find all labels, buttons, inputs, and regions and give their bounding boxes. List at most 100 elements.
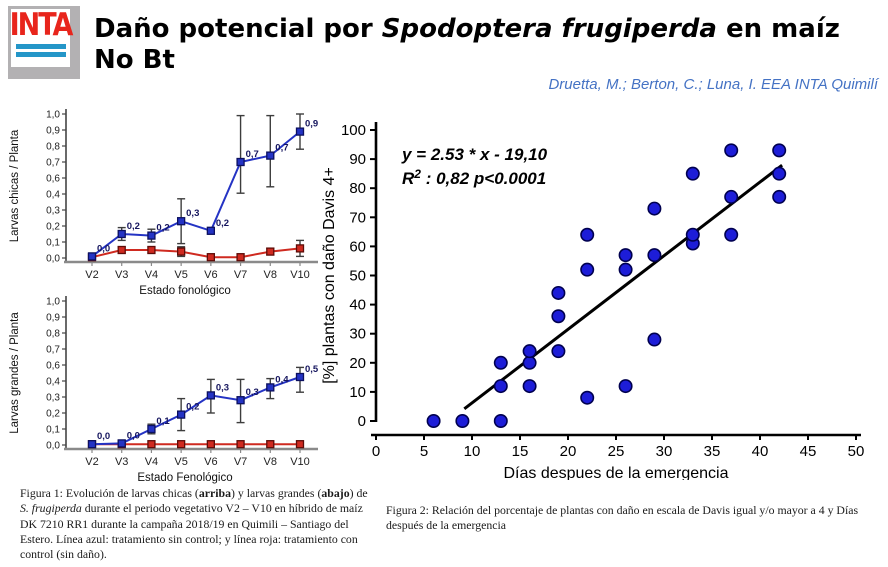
svg-text:0,7: 0,7 bbox=[46, 345, 60, 356]
authors-line: Druetta, M.; Berton, C.; Luna, I. EEA IN… bbox=[548, 76, 878, 93]
svg-text:0,8: 0,8 bbox=[46, 329, 60, 340]
svg-text:90: 90 bbox=[349, 151, 366, 168]
svg-text:0: 0 bbox=[358, 413, 366, 430]
svg-text:1,0: 1,0 bbox=[46, 110, 60, 121]
text-segment: ) y larvas grandes ( bbox=[230, 486, 322, 500]
text-segment: durante el periodo vegetativo V2 – V10 e… bbox=[20, 501, 363, 562]
svg-text:Días despues de la emergencia: Días despues de la emergencia bbox=[503, 465, 728, 480]
svg-text:0,0: 0,0 bbox=[46, 441, 60, 452]
svg-text:50: 50 bbox=[848, 443, 865, 460]
svg-text:Estado fonológico: Estado fonológico bbox=[139, 285, 230, 297]
svg-text:0,3: 0,3 bbox=[46, 206, 60, 217]
svg-text:0,4: 0,4 bbox=[46, 377, 60, 388]
larvas-chicas-chart: 1,0 0,9 0,8 0,7 0,6 0,4 0,3 0,2 0,1 0,0 V2 V3 V4 V5 V6… bbox=[9, 109, 318, 297]
text-segment: Daño potencial por bbox=[94, 14, 382, 44]
svg-text:V7: V7 bbox=[234, 456, 247, 468]
svg-text:35: 35 bbox=[704, 443, 721, 460]
svg-text:70: 70 bbox=[349, 209, 366, 226]
svg-text:5: 5 bbox=[420, 443, 428, 460]
svg-text:0,9: 0,9 bbox=[46, 126, 60, 137]
svg-text:0,1: 0,1 bbox=[46, 238, 60, 249]
larvas-grandes-chart: 1,0 0,9 0,8 0,7 0,6 0,4 0,3 0,2 0,1 0,0 V2 V3 V4 V5 V6… bbox=[9, 296, 319, 484]
text-segment: abajo bbox=[321, 486, 350, 500]
svg-text:V7: V7 bbox=[234, 269, 247, 281]
svg-text:0,3: 0,3 bbox=[246, 387, 259, 398]
inta-logo-panel: INTA bbox=[9, 7, 74, 67]
svg-text:V4: V4 bbox=[145, 269, 158, 281]
svg-text:V2: V2 bbox=[85, 456, 98, 468]
inta-logo: INTA bbox=[8, 6, 80, 79]
svg-text:80: 80 bbox=[349, 180, 366, 197]
svg-text:10: 10 bbox=[464, 443, 481, 460]
svg-text:50: 50 bbox=[349, 268, 366, 285]
svg-text:0,1: 0,1 bbox=[46, 425, 60, 436]
svg-text:1,0: 1,0 bbox=[46, 297, 60, 308]
svg-text:0,9: 0,9 bbox=[46, 313, 60, 324]
svg-text:0,2: 0,2 bbox=[127, 221, 140, 232]
svg-text:20: 20 bbox=[349, 355, 366, 372]
svg-text:0,1: 0,1 bbox=[156, 416, 170, 427]
svg-text:0,0: 0,0 bbox=[46, 254, 60, 265]
svg-text:V8: V8 bbox=[264, 456, 277, 468]
svg-text:V4: V4 bbox=[145, 456, 158, 468]
text-segment: en maíz No Bt bbox=[94, 14, 840, 76]
svg-text:0: 0 bbox=[372, 443, 380, 460]
text-segment: Spodoptera frugiperda bbox=[381, 14, 717, 44]
svg-text:V5: V5 bbox=[174, 269, 187, 281]
inta-logo-stripe bbox=[15, 52, 66, 57]
svg-text:y = 2.53 * x - 19,10: y = 2.53 * x - 19,10 bbox=[401, 145, 548, 164]
text-segment: Figura 1: Evolución de larvas chicas ( bbox=[20, 486, 199, 500]
svg-text:0,6: 0,6 bbox=[46, 174, 60, 185]
svg-text:V2: V2 bbox=[85, 269, 98, 281]
svg-text:0,6: 0,6 bbox=[46, 361, 60, 372]
svg-text:40: 40 bbox=[349, 297, 366, 314]
svg-text:15: 15 bbox=[512, 443, 529, 460]
inta-logo-stripe bbox=[15, 44, 66, 49]
svg-text:0,7: 0,7 bbox=[46, 158, 60, 169]
svg-text:0,0: 0,0 bbox=[97, 243, 110, 254]
svg-text:Larvas chicas / Planta: Larvas chicas / Planta bbox=[9, 129, 21, 242]
davis-regression-scatter-chart: 0 10 20 30 40 50 60 70 80 90 100 0 5 10 15 20 25 30 35 40 45… bbox=[321, 122, 865, 480]
svg-text:V6: V6 bbox=[204, 456, 217, 468]
svg-text:0,0: 0,0 bbox=[97, 431, 110, 442]
svg-text:0,2: 0,2 bbox=[186, 402, 199, 413]
svg-text:0,4: 0,4 bbox=[46, 190, 60, 201]
svg-text:60: 60 bbox=[349, 238, 366, 255]
svg-text:30: 30 bbox=[656, 443, 673, 460]
svg-text:0,2: 0,2 bbox=[216, 218, 229, 229]
svg-text:V5: V5 bbox=[174, 456, 187, 468]
figure-2-caption: Figura 2: Relación del porcentaje de pla… bbox=[386, 503, 878, 534]
svg-text:20: 20 bbox=[560, 443, 577, 460]
svg-text:10: 10 bbox=[349, 384, 366, 401]
svg-text:0,7: 0,7 bbox=[275, 143, 288, 154]
page-title: Daño potencial por Spodoptera frugiperda… bbox=[94, 14, 874, 76]
svg-text:V8: V8 bbox=[264, 269, 277, 281]
svg-text:0,9: 0,9 bbox=[305, 119, 318, 130]
svg-text:0,4: 0,4 bbox=[275, 374, 289, 385]
svg-text:40: 40 bbox=[752, 443, 769, 460]
svg-text:Larvas grandes / Planta: Larvas grandes / Planta bbox=[9, 312, 21, 434]
svg-text:R2 : 0,82 p<0.0001: R2 : 0,82 p<0.0001 bbox=[402, 167, 546, 188]
svg-text:0,8: 0,8 bbox=[46, 142, 60, 153]
text-segment: ) de bbox=[349, 486, 368, 500]
svg-text:0,3: 0,3 bbox=[216, 382, 229, 393]
svg-text:0,3: 0,3 bbox=[186, 208, 199, 219]
text-segment: S. frugiperda bbox=[20, 501, 82, 516]
text-segment: arriba bbox=[198, 486, 231, 500]
svg-text:V3: V3 bbox=[115, 269, 128, 281]
svg-text:100: 100 bbox=[341, 122, 366, 139]
svg-text:Estado Fenológico: Estado Fenológico bbox=[137, 472, 232, 484]
svg-text:25: 25 bbox=[608, 443, 625, 460]
svg-text:0,5: 0,5 bbox=[305, 364, 319, 375]
inta-logo-text: INTA bbox=[9, 7, 74, 44]
svg-text:0,3: 0,3 bbox=[46, 393, 60, 404]
svg-text:0,2: 0,2 bbox=[46, 222, 60, 233]
svg-text:V10: V10 bbox=[290, 456, 310, 468]
svg-text:0,2: 0,2 bbox=[156, 223, 169, 234]
svg-text:V10: V10 bbox=[290, 269, 310, 281]
svg-text:0,7: 0,7 bbox=[246, 149, 259, 160]
figure-1-caption: Figura 1: Evolución de larvas chicas (ar… bbox=[20, 486, 370, 563]
svg-text:V3: V3 bbox=[115, 456, 128, 468]
svg-text:0,0: 0,0 bbox=[127, 430, 140, 441]
